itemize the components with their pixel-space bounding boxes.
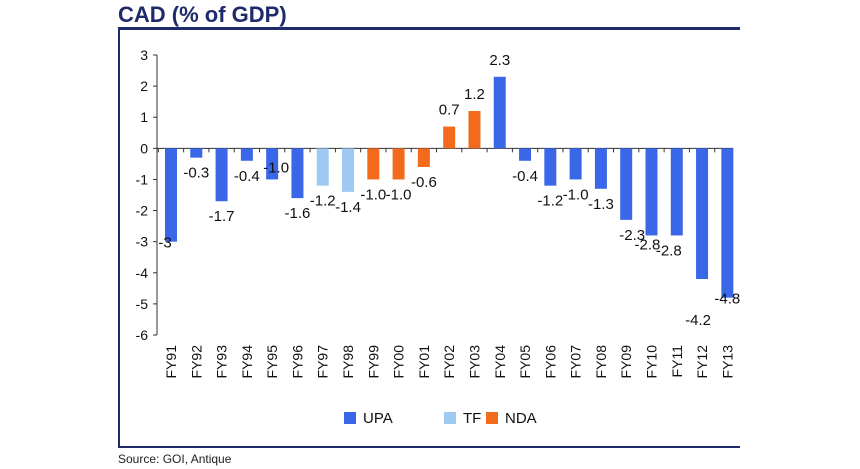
data-label: -1.0 <box>386 186 412 203</box>
y-tick-label: 1 <box>140 109 148 125</box>
bar-fy09 <box>620 148 633 220</box>
bar-fy92 <box>190 148 203 158</box>
y-tick-label: 0 <box>140 140 148 156</box>
data-label: -2.8 <box>635 236 661 253</box>
data-label: -1.4 <box>335 199 361 216</box>
y-tick-label: -5 <box>136 296 149 312</box>
data-label: -2.3 <box>619 227 645 244</box>
x-tick-label: FY00 <box>391 345 407 379</box>
bar-fy12 <box>696 148 709 279</box>
data-label: -1.6 <box>285 205 311 222</box>
x-tick-label: FY92 <box>188 345 204 379</box>
bar-fy04 <box>493 76 506 149</box>
x-tick-label: FY94 <box>239 345 255 379</box>
bar-fy99 <box>367 148 380 180</box>
y-tick-label: 2 <box>140 78 148 94</box>
x-tick-labels: FY91 FY92 FY93 FY94 FY95 FY96 FY97 FY98 FY99 FY00… <box>163 345 735 379</box>
bar-fy10 <box>645 148 658 236</box>
bar-fy96 <box>291 148 304 199</box>
bar-fy00 <box>392 148 405 180</box>
data-label: -4.2 <box>685 312 711 329</box>
x-tick-label: FY13 <box>719 345 735 379</box>
data-label: -3 <box>158 235 171 252</box>
data-label: -1.0 <box>263 159 289 176</box>
x-tick-label: FY04 <box>492 345 508 379</box>
x-tick-label: FY07 <box>568 345 584 379</box>
data-label: 2.3 <box>489 52 510 69</box>
x-tick-label: FY95 <box>264 345 280 379</box>
x-tick-label: FY98 <box>340 345 356 379</box>
bar-fy05 <box>519 148 532 161</box>
x-tick-label: FY10 <box>643 345 659 379</box>
bar-fy95 <box>266 148 279 180</box>
x-tick-label: FY06 <box>542 345 558 379</box>
data-label: -1.7 <box>209 208 235 225</box>
data-label: -1.2 <box>537 193 563 210</box>
data-label: -1.2 <box>310 193 336 210</box>
data-label: -4.8 <box>714 291 740 308</box>
bar-fy03 <box>468 111 481 149</box>
data-label: -0.4 <box>234 168 260 185</box>
data-label: 1.2 <box>464 86 485 103</box>
title-rule <box>118 27 740 30</box>
x-tick-label: FY11 <box>669 345 685 378</box>
x-tick-label: FY03 <box>466 345 482 379</box>
bar-fy02 <box>443 126 456 149</box>
x-tick-label: FY02 <box>441 345 457 379</box>
y-tick-label: -6 <box>136 327 149 343</box>
bar-fy13 <box>721 148 734 298</box>
frame-left-rule <box>118 30 120 446</box>
data-labels: -3-0.3-1.7-0.4 -1.0-1.6-1.2 -1.4-1.0 -1.0-0… <box>158 52 740 329</box>
bar-fy94 <box>240 148 253 161</box>
x-tick-label: FY05 <box>517 345 533 379</box>
legend-swatch-nda <box>486 412 498 424</box>
x-tick-label: FY12 <box>694 345 710 379</box>
bar-fy91 <box>165 148 177 242</box>
bar-fy08 <box>594 148 607 189</box>
data-label: -0.4 <box>512 168 538 185</box>
bar-fy11 <box>670 148 683 236</box>
legend-swatch-tf <box>444 412 456 424</box>
y-tick-label: 3 <box>140 47 148 63</box>
frame-bottom-rule <box>118 446 740 448</box>
data-label: -1.0 <box>360 186 386 203</box>
data-label: 0.7 <box>439 102 460 119</box>
y-tick-label: -2 <box>136 203 149 219</box>
legend-label-upa: UPA <box>363 410 393 427</box>
legend-label-nda: NDA <box>505 410 537 427</box>
x-tick-label: FY09 <box>618 345 634 379</box>
bars <box>165 76 734 298</box>
y-tick-label: -4 <box>136 265 149 281</box>
bar-fy98 <box>342 148 355 192</box>
legend-label-tf: TF <box>463 410 481 427</box>
source-note: Source: GOI, Antique <box>118 452 232 466</box>
data-label: -0.6 <box>411 174 437 191</box>
data-label: -1.3 <box>588 196 614 213</box>
y-tick-labels: 3 2 1 0 -1 -2 -3 -4 -5 -6 <box>136 47 149 343</box>
bar-fy97 <box>316 148 329 186</box>
y-tick-label: -1 <box>136 171 149 187</box>
x-tick-label: FY91 <box>163 345 179 379</box>
data-label: -0.3 <box>183 165 209 182</box>
x-tick-label: FY08 <box>593 345 609 379</box>
legend: UPA TF NDA <box>344 410 537 427</box>
data-label: -1.0 <box>563 186 589 203</box>
y-tick-label: -3 <box>136 234 149 250</box>
x-tick-label: FY96 <box>289 345 305 379</box>
x-tick-label: FY93 <box>214 345 230 379</box>
x-tick-label: FY99 <box>365 345 381 379</box>
data-label: -2.8 <box>656 242 682 259</box>
bar-fy01 <box>417 148 430 167</box>
chart-title: CAD (% of GDP) <box>118 2 287 27</box>
bar-fy93 <box>215 148 228 202</box>
legend-swatch-upa <box>344 412 356 424</box>
x-tick-label: FY01 <box>416 345 432 379</box>
bar-fy07 <box>569 148 582 180</box>
bar-fy06 <box>544 148 557 186</box>
x-tick-label: FY97 <box>315 345 331 379</box>
